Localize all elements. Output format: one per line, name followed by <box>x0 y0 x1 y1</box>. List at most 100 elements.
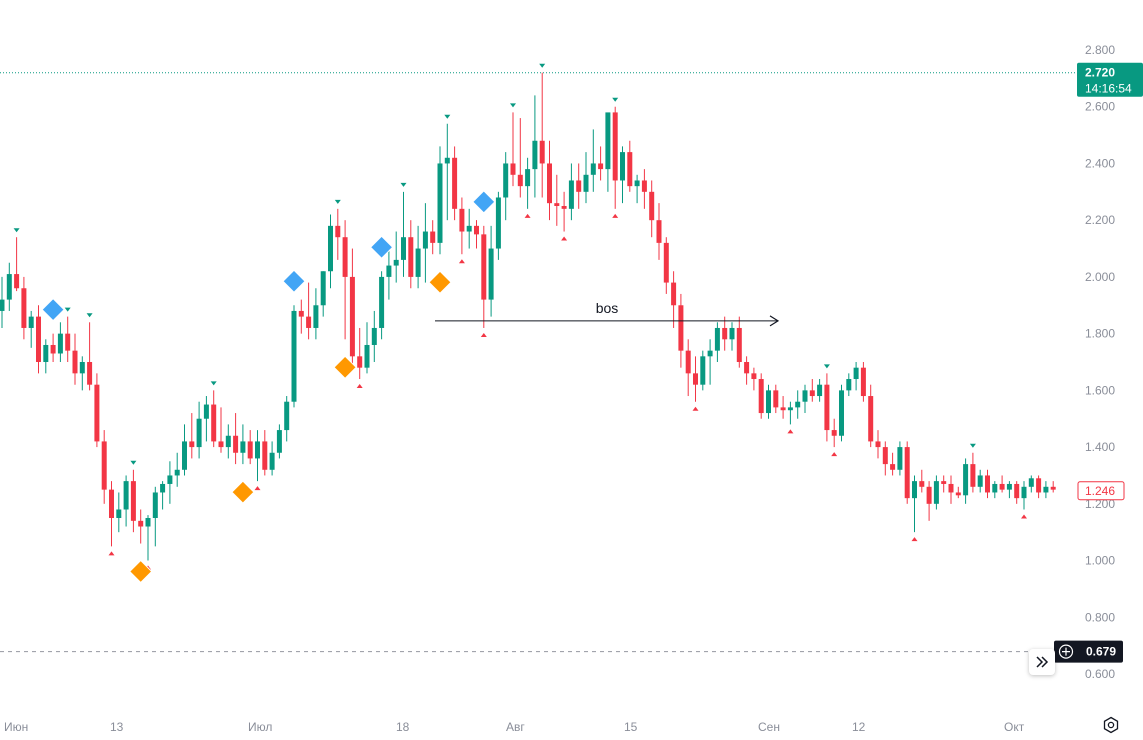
candle-up[interactable] <box>846 373 852 397</box>
candle-down[interactable] <box>65 316 71 362</box>
candle-up[interactable] <box>802 384 808 414</box>
x-axis[interactable]: Июн 13 Июл 18 Авг 15 Сен 12 Окт <box>4 720 1025 734</box>
candle-up[interactable] <box>269 441 275 476</box>
candle-up[interactable] <box>839 384 844 442</box>
candle-up[interactable] <box>379 271 385 340</box>
candle-down[interactable] <box>36 305 41 374</box>
scroll-to-realtime-button[interactable] <box>1029 649 1055 675</box>
candle-up[interactable] <box>240 424 246 465</box>
candle-up[interactable] <box>1021 481 1027 510</box>
candle-down[interactable] <box>809 379 815 402</box>
candle-up[interactable] <box>174 452 180 487</box>
candle-down[interactable] <box>474 220 479 249</box>
candle-down[interactable] <box>247 430 253 465</box>
candle-up[interactable] <box>6 262 12 311</box>
candle-up[interactable] <box>123 475 129 527</box>
candle-down[interactable] <box>919 469 925 493</box>
candle-up[interactable] <box>605 112 611 192</box>
candle-down[interactable] <box>1036 475 1042 499</box>
candle-up[interactable] <box>79 356 85 391</box>
candles[interactable] <box>0 72 1056 561</box>
candle-down[interactable] <box>671 271 677 328</box>
candle-up[interactable] <box>196 401 202 459</box>
candle-down[interactable] <box>452 146 458 221</box>
candle-down[interactable] <box>985 469 990 499</box>
candle-up[interactable] <box>897 441 903 476</box>
candle-up[interactable] <box>401 191 406 277</box>
candle-down[interactable] <box>999 475 1005 493</box>
candle-down[interactable] <box>218 407 224 453</box>
candle-down[interactable] <box>941 475 947 493</box>
candle-down[interactable] <box>298 299 304 334</box>
candle-down[interactable] <box>87 322 93 391</box>
candle-up[interactable] <box>700 350 706 391</box>
pivot-markers[interactable] <box>41 190 496 584</box>
candle-down[interactable] <box>693 356 698 402</box>
candle-down[interactable] <box>824 373 830 442</box>
candle-down[interactable] <box>955 486 961 499</box>
candle-down[interactable] <box>138 509 144 544</box>
candle-down[interactable] <box>189 413 195 459</box>
candle-down[interactable] <box>926 481 932 521</box>
candle-down[interactable] <box>262 430 268 476</box>
candle-up[interactable] <box>568 163 574 221</box>
candle-up[interactable] <box>291 305 297 408</box>
candle-down[interactable] <box>780 396 786 419</box>
candle-down[interactable] <box>868 384 874 448</box>
candle-down[interactable] <box>349 248 355 368</box>
candle-down[interactable] <box>1014 481 1020 504</box>
candle-down[interactable] <box>875 430 881 459</box>
candle-down[interactable] <box>101 430 107 504</box>
candle-down[interactable] <box>72 333 78 385</box>
candle-up[interactable] <box>0 276 5 328</box>
candle-down[interactable] <box>722 316 728 351</box>
candle-up[interactable] <box>393 231 399 283</box>
candle-up[interactable] <box>729 322 735 351</box>
add-alert-icon[interactable] <box>1058 644 1074 659</box>
candle-up[interactable] <box>313 288 319 340</box>
candle-down[interactable] <box>860 362 866 402</box>
pivot-low-marker[interactable] <box>128 559 153 584</box>
candle-up[interactable] <box>328 214 333 289</box>
candle-down[interactable] <box>758 373 764 419</box>
candle-down[interactable] <box>598 146 604 181</box>
candle-up[interactable] <box>583 152 589 204</box>
candle-up[interactable] <box>634 174 640 204</box>
candle-up[interactable] <box>57 322 63 362</box>
candle-down[interactable] <box>576 163 582 209</box>
candle-up[interactable] <box>225 424 231 459</box>
candle-down[interactable] <box>335 208 341 260</box>
candle-down[interactable] <box>948 475 954 504</box>
candle-down[interactable] <box>510 112 516 187</box>
candle-up[interactable] <box>714 322 720 362</box>
pivot-high-marker[interactable] <box>369 235 394 259</box>
candle-up[interactable] <box>152 486 158 547</box>
candle-down[interactable] <box>21 276 27 340</box>
candle-up[interactable] <box>28 310 34 348</box>
candle-up[interactable] <box>707 339 713 385</box>
candle-up[interactable] <box>912 475 917 533</box>
candle-up[interactable] <box>766 384 771 419</box>
candle-up[interactable] <box>444 123 450 221</box>
candle-down[interactable] <box>517 118 523 198</box>
candle-up[interactable] <box>590 129 596 192</box>
candle-down[interactable] <box>685 339 691 397</box>
pivot-high-marker[interactable] <box>41 297 65 322</box>
candle-down[interactable] <box>233 413 239 465</box>
candle-up[interactable] <box>255 430 260 482</box>
chart-settings-button[interactable] <box>1101 715 1121 735</box>
candle-up[interactable] <box>422 203 428 283</box>
candle-up[interactable] <box>532 95 538 198</box>
candle-up[interactable] <box>977 469 983 493</box>
candle-down[interactable] <box>1050 481 1056 493</box>
candle-up[interactable] <box>1028 475 1034 493</box>
candle-down[interactable] <box>94 373 100 448</box>
candle-down[interactable] <box>612 106 618 209</box>
candle-down[interactable] <box>211 390 217 448</box>
candle-up[interactable] <box>466 208 472 249</box>
candle-down[interactable] <box>481 225 487 328</box>
candle-up[interactable] <box>933 475 939 510</box>
candle-down[interactable] <box>130 469 136 533</box>
candle-down[interactable] <box>663 237 669 294</box>
